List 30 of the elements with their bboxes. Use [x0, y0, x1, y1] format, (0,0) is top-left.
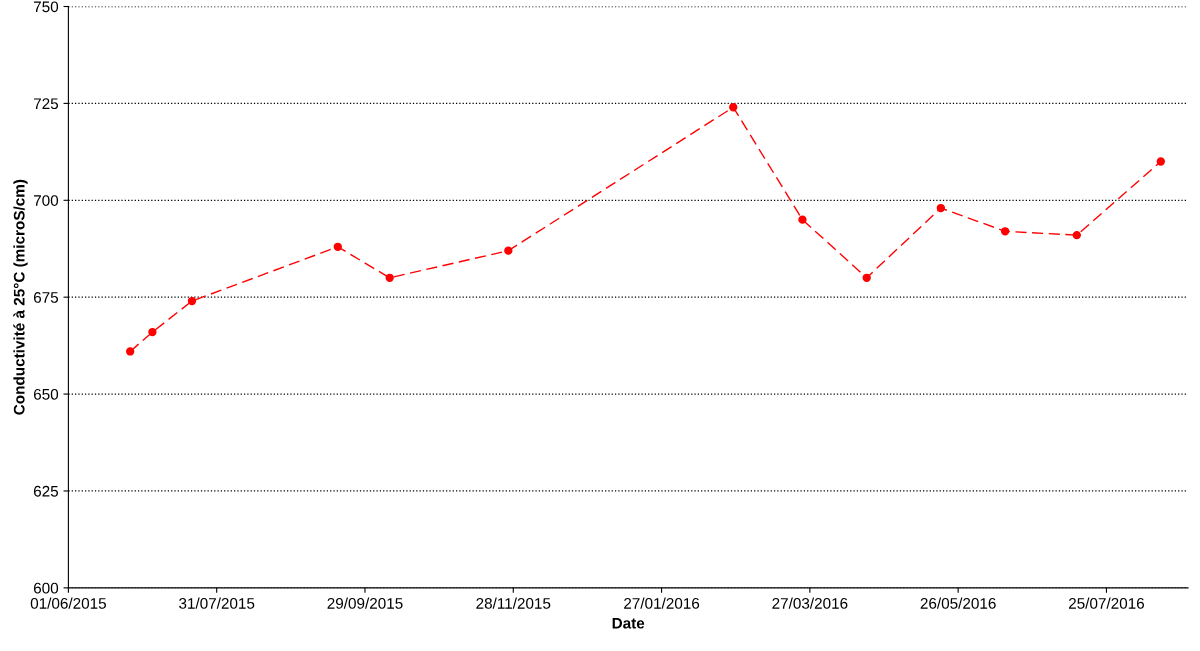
- point: [1000, 227, 1010, 236]
- point: [126, 347, 135, 356]
- x-tick-label: 26/05/2016: [920, 597, 996, 609]
- point: [385, 273, 394, 282]
- point: [729, 103, 738, 112]
- point: [936, 203, 946, 213]
- y-tick-label: 675: [33, 292, 59, 303]
- x-tick-label: 31/07/2015: [179, 597, 255, 609]
- point: [333, 242, 342, 251]
- point: [187, 296, 197, 306]
- x-tick-label: 29/09/2015: [327, 597, 403, 609]
- point: [148, 327, 157, 337]
- x-tick-label: 28/11/2015: [476, 597, 551, 609]
- y-axis-title: Conductivité à 25°C (microS/cm): [13, 179, 28, 415]
- x-axis-title: Date: [612, 617, 645, 629]
- x-tick-label: 01/06/2015: [30, 597, 106, 609]
- y-tick-label: 600: [33, 582, 59, 594]
- y-tick-label: 700: [33, 195, 59, 206]
- point: [798, 215, 807, 224]
- point: [1072, 231, 1081, 240]
- x-tick-label: 27/03/2016: [772, 597, 848, 609]
- y-tick-label: 725: [33, 98, 59, 110]
- point: [504, 246, 513, 255]
- y-tick-label: 750: [33, 1, 59, 13]
- y-tick-label: 625: [33, 485, 59, 497]
- point: [1156, 157, 1165, 166]
- point: [862, 273, 871, 282]
- x-tick-label: 25/07/2016: [1068, 597, 1144, 609]
- y-tick-label: 650: [33, 388, 59, 400]
- x-tick-label: 27/01/2016: [624, 597, 700, 609]
